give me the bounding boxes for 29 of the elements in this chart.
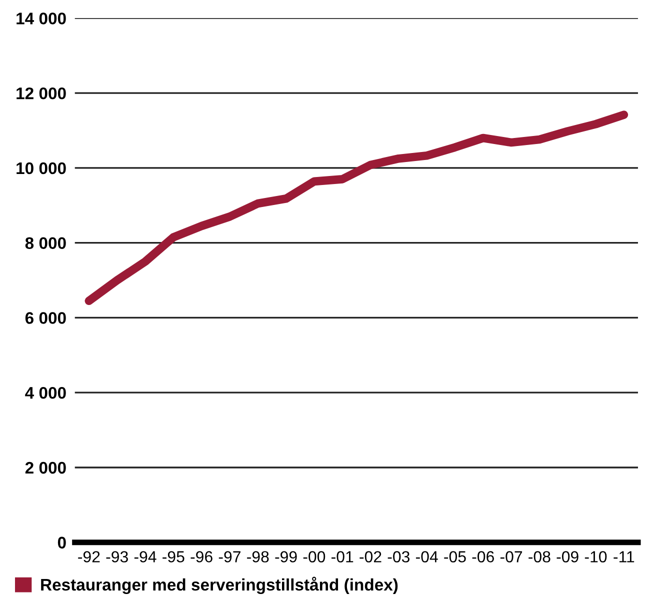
x-tick-label: -01 [332,551,354,562]
x-tick-label: -03 [388,551,410,562]
x-tick-label: -11 [614,551,634,562]
y-tick-label: 0 [58,536,66,549]
y-tick-label: 12 000 [16,87,66,100]
x-tick-label: -99 [275,551,297,562]
x-tick-label: -00 [303,551,326,562]
y-tick-label: 2 000 [25,462,66,474]
x-tick-label: -97 [218,551,240,562]
x-tick-label: -09 [556,551,578,562]
y-tick-label: 14 000 [16,12,66,24]
x-tick-label: -04 [416,551,438,562]
x-tick-label: -07 [500,551,522,562]
x-tick-label: -08 [528,551,550,562]
x-tick-label: -06 [472,551,494,562]
x-tick-label: -05 [444,551,466,562]
x-tick-label: -10 [584,551,607,562]
x-tick-label: -92 [78,551,100,562]
y-tick-label: 4 000 [25,387,66,399]
x-tick-label: -95 [162,551,184,562]
x-tick-label: -98 [247,551,269,562]
x-tick-label: -94 [134,551,156,562]
y-tick-label: 6 000 [25,312,66,324]
y-tick-label: 8 000 [25,237,66,250]
x-tick-label: -96 [190,551,212,562]
x-tick-label: -93 [106,551,128,562]
x-tick-label: -02 [360,551,382,562]
legend-label: Restauranger med serveringstillstånd (index) [41,576,398,594]
y-tick-label: 10 000 [16,162,66,174]
